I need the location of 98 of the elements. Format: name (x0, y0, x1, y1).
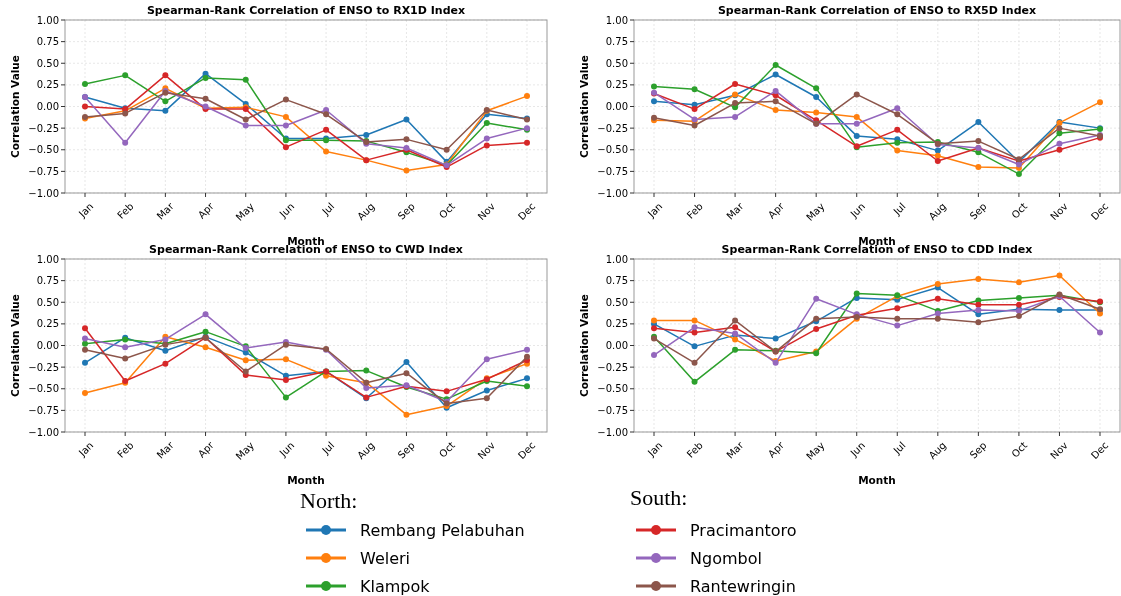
legend-label: Pracimantoro (690, 520, 797, 540)
x-tick-label: Apr (765, 438, 787, 460)
y-tick-label: −1.00 (597, 426, 628, 438)
x-tick-label: Mar (154, 199, 177, 222)
y-tick-label: 1.00 (36, 14, 59, 26)
x-tick-label: Dec (1088, 439, 1111, 462)
x-tick-label: Jun (276, 439, 297, 460)
x-tick-label: Feb (684, 439, 705, 460)
x-tick-label: Oct (1009, 439, 1030, 460)
legend-label: Ngombol (690, 548, 762, 568)
x-tick-label: Jun (276, 200, 297, 221)
x-tick-label: Jul (319, 439, 337, 457)
x-tick-label: Feb (115, 439, 136, 460)
y-axis-title: Correlation Value (578, 294, 590, 397)
y-axis-title: Correlation Value (9, 294, 21, 397)
y-axis-title: Correlation Value (578, 55, 590, 158)
x-tick-label: Jan (644, 439, 665, 459)
y-tick-label: −0.50 (597, 383, 628, 395)
x-tick-label: Aug (926, 439, 949, 462)
y-tick-label: −0.50 (597, 144, 628, 156)
legend-label: Weleri (360, 548, 411, 568)
y-tick-label: −0.25 (28, 122, 59, 134)
x-tick-label: Oct (1009, 200, 1030, 221)
x-tick-label: Apr (765, 199, 787, 221)
y-tick-label: 0.50 (605, 57, 628, 69)
x-tick-label: Nov (475, 200, 498, 223)
legend-label: Klampok (360, 576, 431, 596)
x-tick-label: Sep (395, 200, 417, 222)
y-tick-label: 1.00 (605, 14, 628, 26)
text: South: (630, 485, 688, 510)
x-tick-label: Feb (115, 200, 136, 221)
y-tick-label: −0.75 (28, 165, 59, 177)
x-tick-label: May (804, 439, 827, 462)
y-tick-label: 0.50 (36, 57, 59, 69)
x-tick-label: Apr (195, 199, 217, 221)
y-tick-label: −1.00 (28, 426, 59, 438)
x-tick-label: Sep (967, 200, 989, 222)
x-tick-label: Jul (319, 200, 337, 218)
x-tick-label: Mar (724, 438, 747, 461)
y-tick-label: −0.75 (28, 404, 59, 416)
y-tick-label: 0.75 (605, 36, 628, 48)
x-tick-label: Jul (890, 200, 908, 218)
y-tick-label: 1.00 (605, 253, 628, 265)
y-tick-label: −0.25 (597, 361, 628, 373)
legend-label: Rantewringin (690, 576, 796, 596)
y-axis-title: Correlation Value (9, 55, 21, 158)
y-tick-label: 0.00 (605, 340, 628, 351)
y-tick-label: −0.25 (28, 361, 59, 373)
x-tick-label: Dec (515, 200, 538, 223)
x-tick-label: Jun (847, 439, 868, 460)
x-tick-label: Aug (926, 200, 949, 223)
x-tick-label: Sep (395, 439, 417, 461)
y-tick-label: 0.25 (36, 318, 59, 330)
legend-label: Rembang Pelabuhan (360, 520, 525, 540)
chart-title: Spearman-Rank Correlation of ENSO to RX1D Index (146, 4, 466, 17)
x-tick-label: Oct (436, 439, 458, 460)
x-tick-label: Jan (75, 439, 96, 459)
y-tick-label: −1.00 (597, 187, 628, 199)
y-tick-label: −0.50 (28, 144, 59, 156)
y-tick-label: 0.75 (36, 36, 59, 48)
y-tick-label: −1.00 (28, 187, 59, 199)
x-tick-label: Jun (847, 200, 868, 221)
x-axis-title: Month (287, 474, 325, 486)
y-tick-label: 0.50 (36, 296, 59, 308)
x-tick-label: Apr (195, 438, 217, 460)
x-tick-label: Feb (684, 200, 705, 221)
x-tick-label: Nov (1048, 439, 1070, 462)
x-tick-label: Oct (436, 200, 458, 221)
x-tick-label: Aug (355, 439, 377, 462)
y-tick-label: 0.00 (36, 340, 59, 351)
y-tick-label: −0.50 (28, 383, 59, 395)
y-tick-label: 0.50 (605, 296, 628, 308)
x-tick-label: Nov (1048, 200, 1070, 223)
x-tick-label: Jul (890, 439, 908, 457)
x-tick-label: May (804, 200, 827, 223)
x-tick-label: Nov (475, 439, 498, 462)
x-axis-title: Month (858, 474, 896, 486)
chart-title: Spearman-Rank Correlation of ENSO to RX5D Index (717, 4, 1037, 17)
y-tick-label: 0.75 (36, 275, 59, 287)
y-tick-label: 0.25 (36, 79, 59, 91)
x-tick-label: Sep (967, 439, 989, 461)
y-tick-label: 0.25 (605, 79, 628, 91)
x-tick-label: Mar (154, 438, 177, 461)
x-tick-label: Aug (355, 200, 377, 223)
x-tick-label: Mar (724, 199, 747, 222)
y-tick-label: 0.75 (605, 275, 628, 287)
y-tick-label: 0.25 (605, 318, 628, 330)
x-tick-label: Jan (75, 200, 96, 220)
y-tick-label: 0.00 (605, 101, 628, 112)
x-tick-label: Jan (644, 200, 665, 220)
y-tick-label: 0.00 (36, 101, 59, 112)
text: North: (300, 488, 358, 513)
y-tick-label: −0.75 (597, 404, 628, 416)
y-tick-label: −0.25 (597, 122, 628, 134)
x-tick-label: Dec (1088, 200, 1111, 223)
y-tick-label: −0.75 (597, 165, 628, 177)
y-tick-label: 1.00 (36, 253, 59, 265)
x-tick-label: Dec (515, 439, 538, 462)
